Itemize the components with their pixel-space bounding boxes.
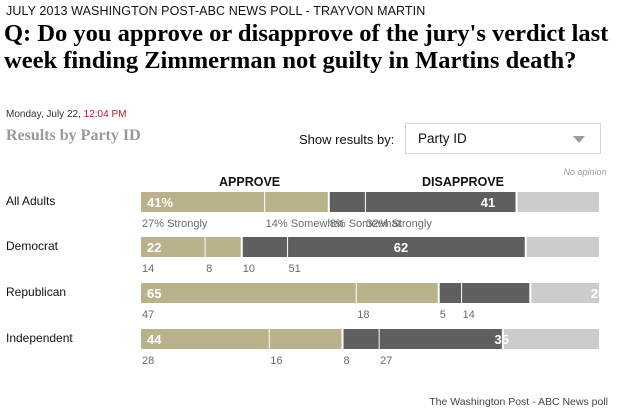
disapprove-value-label: 35 [495,332,509,347]
approve-strongly-label: 47 [142,309,154,321]
approve-header: APPROVE [219,175,281,189]
approve-somewhat-label: 14% Somewhat [266,218,343,230]
approve-strongly-label: 28 [142,355,154,367]
disapprove-header: DISAPPROVE [422,175,504,189]
disapprove-strongly-label: 14 [463,309,475,321]
disapprove-somewhat-label: 10 [243,263,255,275]
results-by-select[interactable]: Party ID [405,123,601,154]
chevron-down-icon [573,136,585,143]
disapprove-value-label: 41 [481,195,495,210]
row-label: Republican [6,285,66,299]
section-title: Results by Party ID [6,127,141,144]
poll-question: Q: Do you approve or disapprove of the j… [4,20,609,74]
disapprove-value-label: 62 [394,240,408,255]
disapprove-somewhat-label: 8 [344,355,350,367]
approve-value-label: 41% [147,195,173,210]
time-text: 12:04 PM [83,109,127,120]
disapprove-strongly-label: 27 [380,355,392,367]
row-label: All Adults [6,194,55,208]
approve-value-label: 44 [147,332,162,347]
disapprove-strongly-label: 51 [289,263,301,275]
approve-bar [141,283,439,303]
disapprove-strongly-label: 32% Strongly [366,218,432,230]
no-opinion-bar [530,283,599,303]
disapprove-bar [241,237,526,257]
disapprove-bar [328,192,517,212]
source-credit: The Washington Post - ABC News poll [429,396,608,408]
date-text: Monday, July 22, [6,109,81,120]
approve-bar [141,329,343,349]
row-label: Democrat [6,239,59,253]
approve-somewhat-label: 8 [206,263,212,275]
approve-value-label: 22 [147,240,161,255]
poll-kicker: JULY 2013 WASHINGTON POST-ABC NEWS POLL … [6,4,426,18]
row-label: Independent [6,331,73,345]
approve-strongly-label: 14 [142,263,154,275]
disapprove-bar [438,283,531,303]
approve-strongly-label: 27% Strongly [142,218,208,230]
disapprove-somewhat-label: 5 [440,309,446,321]
disapprove-somewhat-label: 8% Somewhat [330,218,401,230]
disapprove-value-label: 20 [591,286,605,301]
disapprove-bar [342,329,503,349]
approve-bar [141,237,242,257]
approve-value-label: 65 [147,286,161,301]
show-results-label: Show results by: [299,132,395,147]
select-value: Party ID [418,131,467,146]
no-opinion-bar [516,192,599,212]
approve-somewhat-label: 18 [357,309,369,321]
no-opinion-bar [525,237,599,257]
dateline: Monday, July 22, 12:04 PM [6,109,126,120]
approve-somewhat-label: 16 [270,355,282,367]
no-opinion-header: No opinion [563,167,607,177]
no-opinion-bar [502,329,599,349]
approve-bar [141,192,329,212]
